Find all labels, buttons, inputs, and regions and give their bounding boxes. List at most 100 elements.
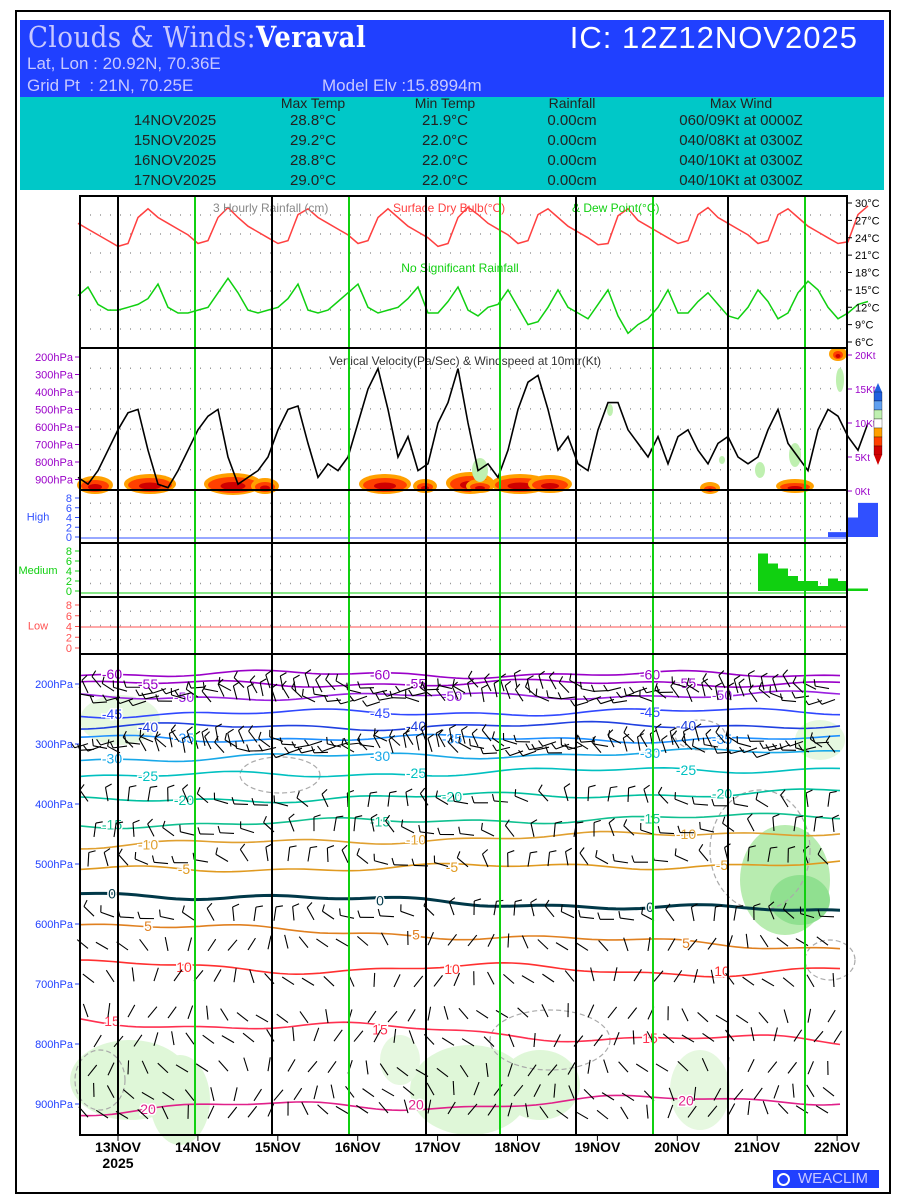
wind-barb-feather	[321, 789, 328, 795]
wind-barb	[447, 934, 457, 946]
x-tick-label: 15NOV	[255, 1139, 302, 1155]
wind-barb-feather	[327, 845, 335, 849]
pressure-label: 200hPa	[35, 679, 74, 691]
wind-barb-feather	[435, 790, 438, 798]
wind-barb	[636, 733, 644, 751]
pressure-label: 700hPa	[35, 979, 74, 991]
wind-barb-shaft	[795, 1105, 809, 1114]
wind-barb	[402, 730, 410, 748]
temp-tick-label: 30°C	[855, 198, 880, 210]
wind-barb	[487, 933, 495, 947]
wind-barb	[273, 1089, 284, 1101]
cloud-bar	[838, 532, 848, 537]
wind-barb	[112, 680, 128, 692]
wind-barb	[544, 899, 555, 918]
wind-barb-shaft	[249, 680, 258, 694]
wind-barb	[768, 901, 775, 920]
isotherm-label: -50	[442, 688, 462, 704]
wind-barb-feather	[458, 735, 461, 743]
wind-barb-feather	[310, 846, 318, 849]
wind-barb-feather	[306, 902, 313, 908]
wind-barb-shaft	[460, 729, 466, 744]
wind-barb-feather	[631, 855, 635, 863]
wind-barb-shaft	[322, 910, 335, 920]
wind-barb-feather	[326, 736, 328, 744]
wind-barb-feather	[755, 792, 759, 800]
wind-barb-feather	[403, 730, 410, 735]
wind-barb-feather	[655, 723, 662, 729]
wind-barb	[95, 941, 109, 950]
wind-barb-shaft	[587, 787, 590, 802]
wind-barb-shaft	[435, 796, 449, 805]
wind-barb	[373, 972, 376, 987]
wind-barb-shaft	[692, 745, 706, 753]
wind-barb-shaft	[327, 743, 342, 748]
wind-barb	[772, 673, 779, 692]
wind-barb	[139, 939, 149, 951]
wind-barb	[533, 1084, 541, 1098]
wind-barb-feather	[782, 669, 789, 676]
wind-barb	[128, 699, 147, 707]
vv-shading-green	[755, 462, 765, 478]
wind-barb-shaft	[186, 688, 199, 698]
wind-barb	[640, 822, 655, 835]
wind-barb-shaft	[715, 686, 719, 701]
wind-barb	[817, 847, 829, 865]
lat-lon: Lat, Lon : 20.92N, 70.36E	[27, 54, 221, 73]
wind-barb	[799, 906, 815, 919]
wind-barb	[224, 732, 238, 748]
wind-barb	[654, 682, 667, 699]
wind-barb-shaft	[447, 934, 457, 946]
wind-barb-shaft	[201, 690, 212, 703]
wind-barb-shaft	[614, 860, 629, 864]
wind-barb	[748, 684, 758, 703]
wind-barb-feather	[201, 684, 207, 692]
wind-barb-shaft	[745, 933, 749, 948]
wind-barb-shaft	[181, 738, 186, 753]
wind-barb	[323, 976, 335, 987]
wind-barb	[357, 681, 375, 689]
wind-barb-shaft	[122, 737, 134, 748]
summary-cell-date: 17NOV2025	[133, 172, 217, 189]
wind-barb-feather	[70, 741, 76, 749]
wind-barb	[117, 910, 135, 919]
wind-barb	[133, 1034, 143, 1047]
wind-barb-shaft	[215, 853, 229, 862]
wind-barb	[418, 824, 435, 835]
wind-barb	[206, 902, 215, 921]
wind-barb-feather	[504, 819, 510, 826]
wind-barb	[273, 905, 283, 921]
wind-barb	[335, 673, 349, 689]
wind-barb-shaft	[399, 686, 414, 693]
wind-barb	[251, 797, 269, 806]
wind-barb	[739, 746, 758, 754]
wind-barb-shaft	[620, 917, 635, 921]
wind-barb	[141, 1091, 155, 1100]
wind-barb-feather	[325, 673, 330, 680]
wind-barb-feather	[301, 688, 304, 696]
wind-barb-feather	[527, 675, 534, 680]
wind-barb	[702, 1032, 715, 1042]
wind-barb-feather	[369, 687, 374, 694]
wind-barb-feather	[437, 827, 441, 835]
wind-barb-feather	[686, 677, 690, 685]
wind-barb-feather	[629, 686, 635, 693]
wind-barb-shaft	[496, 746, 511, 752]
wind-barb	[693, 1086, 697, 1101]
wind-barb-shaft	[333, 817, 337, 832]
wind-barb-shaft	[233, 1087, 238, 1102]
wind-barb	[767, 846, 778, 862]
windspeed-tick-label: 5Kt	[855, 453, 870, 464]
dry-bulb-line	[77, 205, 869, 248]
wind-barb	[533, 1033, 536, 1048]
cloud-tick-label: 4	[66, 622, 72, 634]
wind-barb-shaft	[236, 747, 251, 753]
wind-barb-shaft	[769, 747, 784, 751]
wind-barb	[738, 678, 745, 697]
wind-barb-shaft	[141, 1091, 155, 1100]
temp-tick-label: 15°C	[855, 285, 880, 297]
wind-barb-shaft	[481, 853, 489, 868]
wind-barb-shaft	[667, 1104, 674, 1119]
wind-barb-shaft	[687, 1105, 697, 1118]
wind-barb	[164, 937, 169, 951]
